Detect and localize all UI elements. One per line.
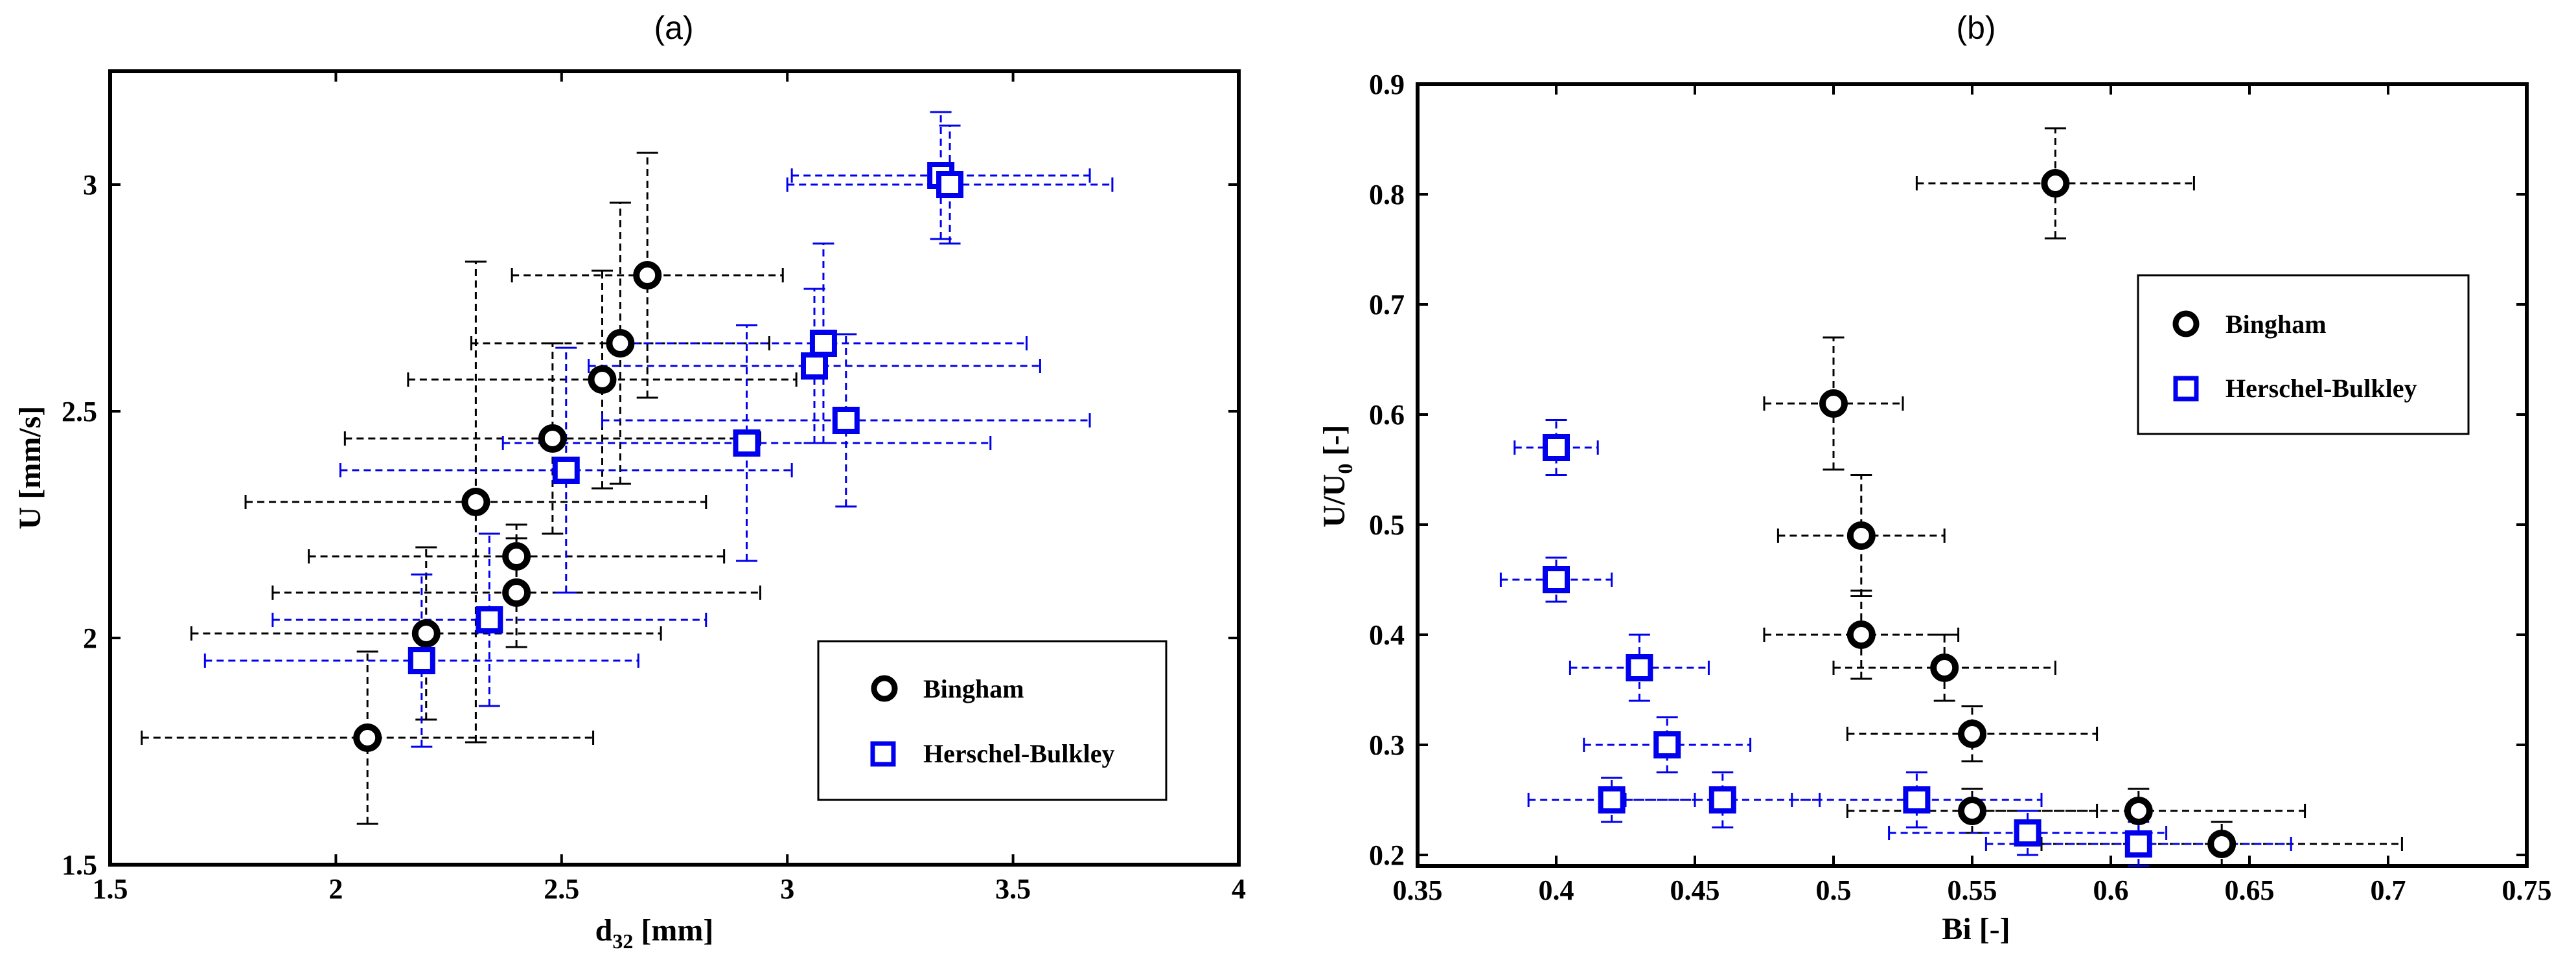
panel-b-bingham-point xyxy=(1958,720,1986,748)
panel-a: (a) 1.5 2 2.5 3 3.5 4 1.5 2 2.5 3 d32 [mm] U [mm/… xyxy=(13,10,1246,953)
panel-a-y-axis-label: U [mm/s] xyxy=(13,406,47,530)
panel-b-bingham-point xyxy=(1930,654,1959,682)
panel-b-bingham-error-bar xyxy=(1763,336,1904,471)
panel-b-y-tick-label: 0.4 xyxy=(1369,619,1405,651)
panel-a-bingham-point xyxy=(538,424,567,453)
panel-a-herschel-bulkley-point xyxy=(408,647,435,674)
panel-a-y-tick-label: 3 xyxy=(83,169,97,201)
panel-b-bingham-point xyxy=(1846,620,1876,649)
panel-a-x-tick-label: 4 xyxy=(1232,873,1246,905)
panel-b-y-tick-label: 0.2 xyxy=(1369,839,1405,871)
panel-a-y-tick-label: 2.5 xyxy=(62,396,97,427)
panel-b-bingham-point xyxy=(1958,797,1986,825)
panel-a-herschel-bulkley-point xyxy=(552,457,580,484)
panel-b-bingham-error-bar xyxy=(1915,127,2195,240)
panel-a-legend-label-bingham: Bingham xyxy=(923,674,1024,703)
panel-b-x-tick-label: 0.35 xyxy=(1393,874,1443,906)
panel-a-bingham-point xyxy=(633,261,662,290)
panel-b-x-tick-label: 0.7 xyxy=(2371,874,2406,906)
panel-a-x-tick-label: 1.5 xyxy=(93,873,128,905)
panel-a-bingham-point xyxy=(588,365,617,394)
panel-b-legend-label-herschel-bulkley: Herschel-Bulkley xyxy=(2225,374,2417,403)
panel-b-y-tick-label: 0.9 xyxy=(1369,69,1405,100)
panel-a-x-tick-label: 2 xyxy=(328,873,343,905)
panel-a-x-tick-label: 3.5 xyxy=(995,873,1031,905)
panel-b-herschel-bulkley-point xyxy=(1543,434,1570,461)
panel-b-legend-marker-herschel-bulkley xyxy=(2173,376,2199,402)
panel-b-herschel-bulkley-point xyxy=(1598,786,1626,813)
panel-a-legend-label-herschel-bulkley: Herschel-Bulkley xyxy=(923,739,1115,768)
panel-b-herschel-bulkley-point xyxy=(1653,731,1681,758)
panel-a-legend-box xyxy=(817,640,1167,801)
panel-b-bingham-point xyxy=(2041,169,2070,198)
panel-b-x-tick-label: 0.45 xyxy=(1670,874,1720,906)
panel-b-x-tick-label: 0.65 xyxy=(2225,874,2275,906)
panel-b-herschel-bulkley-error-bar xyxy=(1499,556,1613,603)
panel-a-ticks: 1.5 2 2.5 3 3.5 4 1.5 2 2.5 3 xyxy=(62,71,1246,905)
panel-b-x-tick-label: 0.6 xyxy=(2093,874,2129,906)
panel-a-herschel-bulkley-point xyxy=(809,330,837,357)
panel-b-y-tick-label: 0.3 xyxy=(1369,729,1405,761)
panel-b-x-tick-label: 0.4 xyxy=(1539,874,1574,906)
panel-b-y-tick-label: 0.8 xyxy=(1369,179,1405,210)
panel-b-x-tick-label: 0.55 xyxy=(1948,874,1997,906)
panel-b-marks xyxy=(1499,127,2403,867)
panel-b-label: (b) xyxy=(1956,10,1995,46)
panel-a-herschel-bulkley-point xyxy=(801,352,829,380)
panel-b-bingham-point xyxy=(1819,389,1848,418)
panel-a-bingham-point xyxy=(411,619,441,648)
panel-b-bingham-point xyxy=(2207,830,2237,858)
panel-b-herschel-bulkley-point xyxy=(1708,786,1736,813)
panel-b-ticks: 0.35 0.4 0.45 0.5 0.55 0.6 0.65 0.7 0.75 0.2 0.3 0.… xyxy=(1369,69,2552,906)
panel-a-legend-marker-bingham xyxy=(871,675,898,702)
panel-b-y-tick-label: 0.7 xyxy=(1369,289,1405,321)
panel-a-bingham-point xyxy=(461,488,490,516)
panel-b-y-tick-label: 0.5 xyxy=(1369,509,1405,541)
panel-b-herschel-bulkley-error-bar xyxy=(1569,633,1710,702)
panel-b-legend: Bingham Herschel-Bulkley xyxy=(2137,274,2470,435)
panel-b-x-tick-label: 0.5 xyxy=(1816,874,1852,906)
panel-b-legend-box xyxy=(2137,274,2470,435)
panel-a-label: (a) xyxy=(654,10,693,46)
panel-a-herschel-bulkley-point xyxy=(476,606,503,633)
panel-a-herschel-bulkley-point xyxy=(733,429,761,457)
panel-b-herschel-bulkley-point xyxy=(1626,654,1653,681)
panel-a-marks xyxy=(141,111,1114,825)
panel-a-herschel-bulkley-point xyxy=(936,171,964,198)
panel-a-x-tick-label: 3 xyxy=(780,873,794,905)
panel-a-herschel-bulkley-point xyxy=(832,407,860,434)
panel-b-herschel-bulkley-point xyxy=(1543,566,1570,593)
panel-a-bingham-point xyxy=(353,723,382,752)
panel-b: (b) 0.35 0.4 0.45 0.5 0.55 0.6 0.65 0.7 0.750.20… xyxy=(1317,10,2552,946)
panel-b-herschel-bulkley-error-bar xyxy=(1888,810,2168,856)
panel-b-y-axis-label: U/U0 [-] xyxy=(1317,425,1357,528)
panel-a-bingham-point xyxy=(502,542,531,571)
panel-a-legend-marker-herschel-bulkley xyxy=(870,741,896,767)
panel-a-x-axis-label: d32 [mm] xyxy=(595,913,714,953)
panel-a-x-tick-label: 2.5 xyxy=(544,873,579,905)
panel-b-x-tick-label: 0.75 xyxy=(2502,874,2552,906)
panel-a-bingham-point xyxy=(502,578,531,607)
panel-b-legend-label-bingham: Bingham xyxy=(2225,310,2327,339)
panel-a-legend: Bingham Herschel-Bulkley xyxy=(817,640,1167,801)
panel-b-herschel-bulkley-point xyxy=(2014,819,2041,847)
panel-b-herschel-bulkley-point xyxy=(1903,786,1931,813)
panel-b-herschel-bulkley-point xyxy=(2124,830,2152,858)
panel-b-y-tick-label: 0.6 xyxy=(1369,399,1405,431)
panel-b-bingham-point xyxy=(1846,521,1876,550)
panel-a-y-tick-label: 2 xyxy=(83,622,97,654)
panel-b-x-axis-label: Bi [-] xyxy=(1942,912,2010,946)
panel-a-plot-frame xyxy=(108,69,1241,867)
panel-a-bingham-point xyxy=(606,329,635,358)
panel-a-y-tick-label: 1.5 xyxy=(62,849,97,881)
panel-b-bingham-point xyxy=(2124,797,2153,825)
panel-b-legend-marker-bingham xyxy=(2172,310,2200,337)
